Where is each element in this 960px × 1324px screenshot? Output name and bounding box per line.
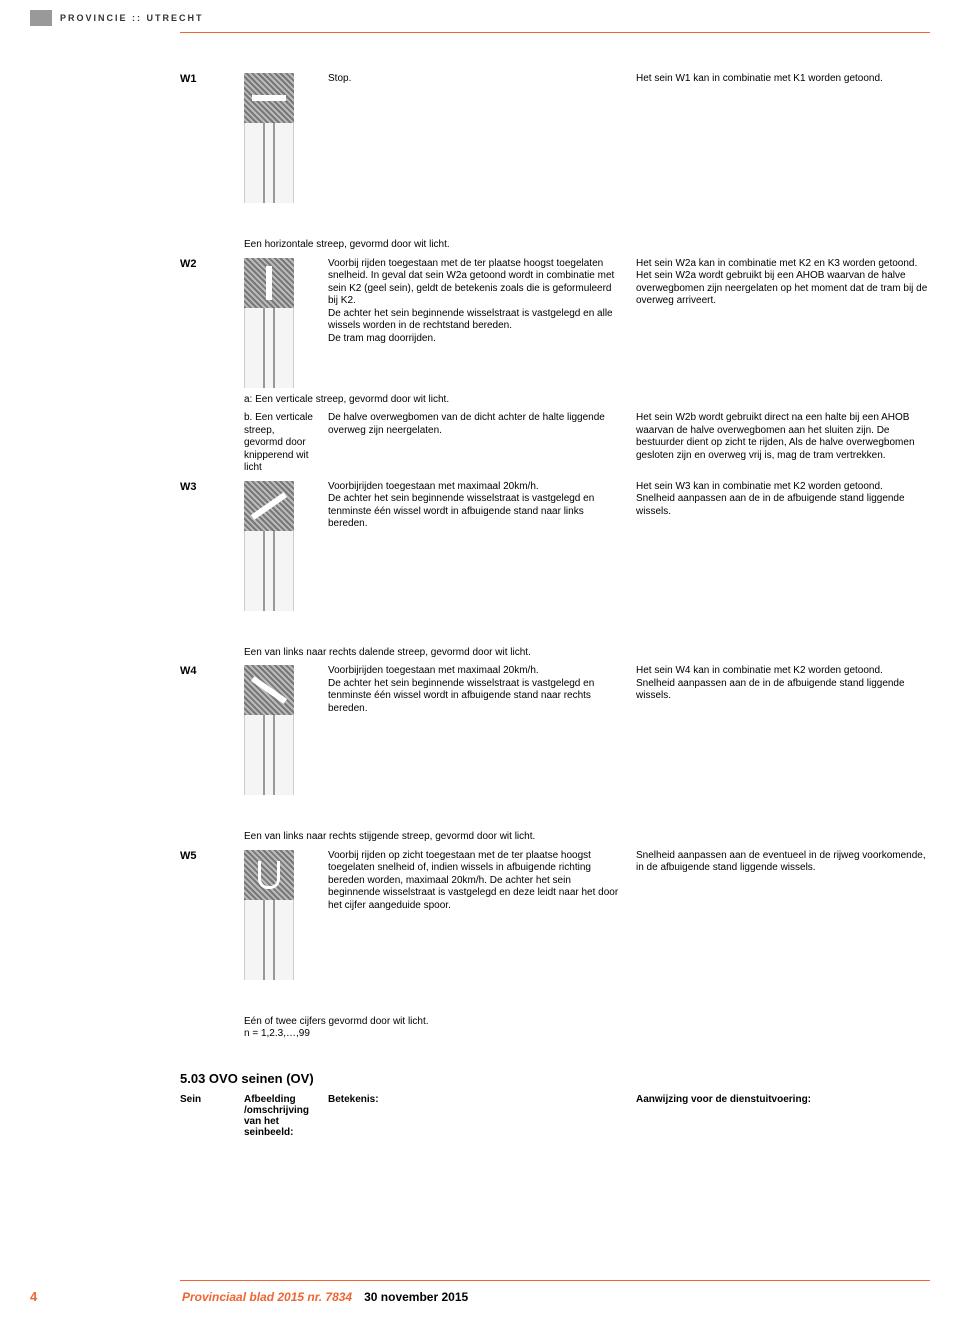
footer-rule [180, 1280, 930, 1281]
sign-w1 [244, 73, 314, 203]
sign-w5 [244, 850, 314, 980]
hdr-sein: Sein [180, 1094, 230, 1105]
content-area: W1 Stop. Het sein W1 kan in combinatie m… [180, 73, 930, 1324]
row-w1-desc: Een horizontale streep, gevormd door wit… [180, 239, 930, 252]
w4-meaning: Voorbijrijden toegestaan met maximaal 20… [328, 665, 622, 715]
hdr-afbeelding: Afbeelding /omschrijving van het seinbee… [244, 1094, 314, 1138]
org-name: PROVINCIE :: UTRECHT [60, 13, 204, 23]
hdr-betekenis: Betekenis: [328, 1094, 622, 1105]
table-header-row: Sein Afbeelding /omschrijving van het se… [180, 1094, 930, 1138]
w1-description: Een horizontale streep, gevormd door wit… [244, 239, 622, 252]
w5-instruction: Snelheid aanpassen aan de eventueel in d… [636, 850, 930, 875]
publication-name: Provinciaal blad 2015 nr. 7834 [182, 1290, 352, 1304]
w5-description: Eén of twee cijfers gevormd door wit lic… [244, 1016, 622, 1041]
row-w3: W3 Voorbijrijden toegestaan met maximaal… [180, 481, 930, 611]
section-title: 5.03 OVO seinen (OV) [180, 1071, 930, 1086]
row-w1: W1 Stop. Het sein W1 kan in combinatie m… [180, 73, 930, 203]
w2-instruction: Het sein W2a kan in combinatie met K2 en… [636, 258, 930, 308]
publication-date: 30 november 2015 [364, 1290, 468, 1304]
w2b-meaning: De halve overwegbomen van de dicht achte… [328, 412, 622, 437]
sign-w3 [244, 481, 314, 611]
sign-w2 [244, 258, 314, 388]
row-w5-desc: Eén of twee cijfers gevormd door wit lic… [180, 1016, 930, 1041]
n-digit-icon [258, 861, 280, 889]
stripe-diagonal-up-icon [251, 676, 287, 704]
row-w3-desc: Een van links naar rechts dalende streep… [180, 647, 930, 660]
w2b-instruction: Het sein W2b wordt gebruikt direct na ee… [636, 412, 930, 462]
document-header: PROVINCIE :: UTRECHT [0, 0, 960, 32]
w5-meaning: Voorbij rijden op zicht toegestaan met d… [328, 850, 622, 913]
label-w3: W3 [180, 481, 230, 493]
row-w2: W2 Voorbij rijden toegestaan met de ter … [180, 258, 930, 388]
row-w5: W5 Voorbij rijden op zicht toegestaan me… [180, 850, 930, 980]
w2-desc-a: a: Een verticale streep, gevormd door wi… [244, 394, 622, 407]
w3-instruction: Het sein W3 kan in combinatie met K2 wor… [636, 481, 930, 519]
stripe-horizontal-icon [252, 95, 286, 101]
w1-meaning: Stop. [328, 73, 622, 86]
label-w1: W1 [180, 73, 230, 85]
w2-meaning: Voorbij rijden toegestaan met de ter pla… [328, 258, 622, 346]
row-w2-b: b. Een verticale streep, gevormd door kn… [180, 412, 930, 475]
label-w2: W2 [180, 258, 230, 270]
header-rule [180, 32, 930, 33]
crest-icon [30, 10, 52, 26]
w3-description: Een van links naar rechts dalende streep… [244, 647, 622, 660]
sign-w4 [244, 665, 314, 795]
w1-instruction: Het sein W1 kan in combinatie met K1 wor… [636, 73, 930, 86]
w4-instruction: Het sein W4 kan in combinatie met K2 wor… [636, 665, 930, 703]
page-footer: 4 Provinciaal blad 2015 nr. 7834 30 nove… [0, 1280, 960, 1304]
w2-desc-b: b. Een verticale streep, gevormd door kn… [244, 412, 314, 475]
hdr-aanwijzing: Aanwijzing voor de dienstuitvoering: [636, 1094, 930, 1105]
row-w2-a: a: Een verticale streep, gevormd door wi… [180, 394, 930, 407]
stripe-diagonal-down-icon [251, 492, 287, 520]
stripe-vertical-icon [266, 266, 272, 300]
row-w4: W4 Voorbijrijden toegestaan met maximaal… [180, 665, 930, 795]
label-w5: W5 [180, 850, 230, 862]
row-w4-desc: Een van links naar rechts stijgende stre… [180, 831, 930, 844]
w3-meaning: Voorbijrijden toegestaan met maximaal 20… [328, 481, 622, 531]
label-w4: W4 [180, 665, 230, 677]
w4-description: Een van links naar rechts stijgende stre… [244, 831, 622, 844]
